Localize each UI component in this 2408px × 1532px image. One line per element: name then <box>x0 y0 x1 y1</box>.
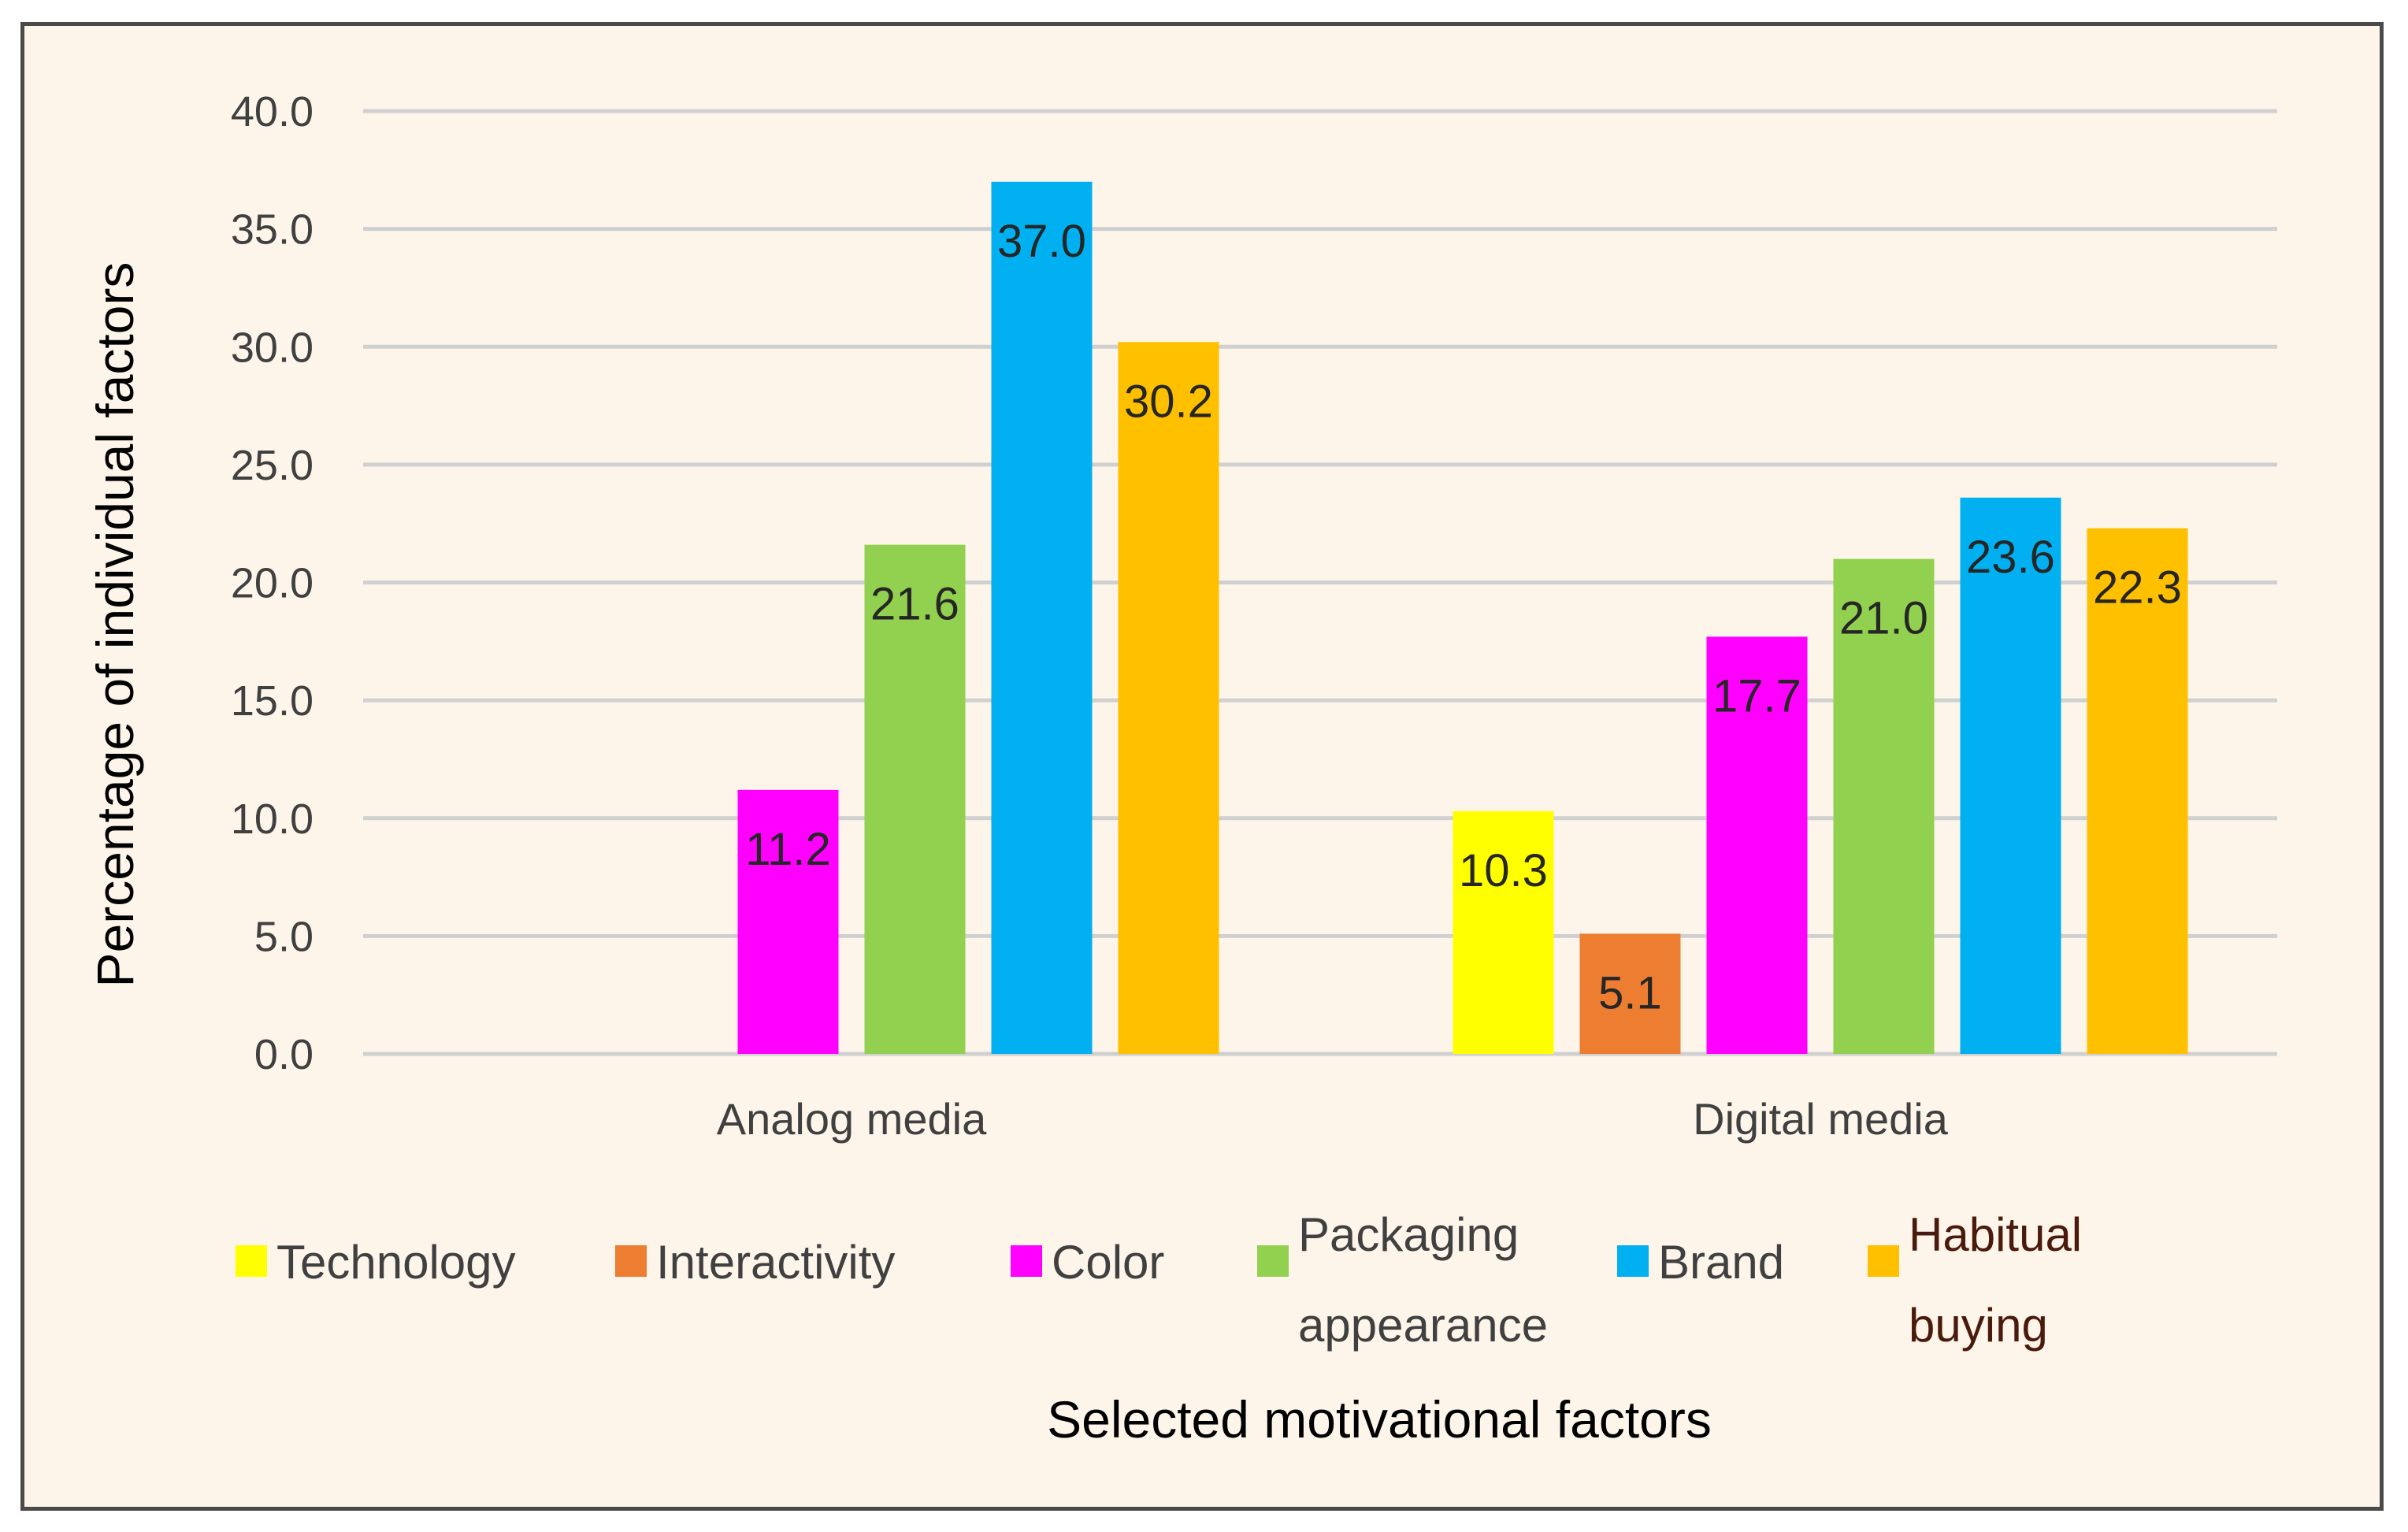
x-category-label: Digital media <box>1693 1094 1949 1144</box>
bar-analog-media-packaging-appearance <box>864 544 966 1054</box>
legend-label: Packaging <box>1298 1208 1519 1261</box>
legend-swatch <box>1257 1245 1289 1277</box>
data-label: 37.0 <box>997 216 1086 267</box>
data-label: 10.3 <box>1459 845 1548 896</box>
x-category-label: Analog media <box>717 1094 987 1144</box>
x-axis-title: Selected motivational factors <box>1047 1390 1712 1449</box>
x-axis-categories: Analog media Digital media <box>717 1094 1949 1144</box>
y-tick-label: 35.0 <box>231 206 314 254</box>
data-label: 21.6 <box>870 579 959 630</box>
legend-swatch <box>615 1245 647 1277</box>
y-tick-label: 5.0 <box>254 913 314 960</box>
y-tick-label: 40.0 <box>231 88 314 135</box>
bar-digital-media-color <box>1706 636 1808 1054</box>
data-label: 5.1 <box>1598 967 1662 1018</box>
legend-label: Habitual <box>1909 1208 2082 1261</box>
legend-label: appearance <box>1298 1299 1548 1352</box>
y-tick-label: 25.0 <box>231 442 314 489</box>
bar-digital-media-brand <box>1960 497 2061 1054</box>
y-tick-label: 0.0 <box>254 1031 314 1078</box>
y-tick-label: 15.0 <box>231 677 314 725</box>
bar-digital-media-packaging-appearance <box>1833 558 1935 1054</box>
data-label: 23.6 <box>1966 532 2055 583</box>
y-tick-label: 20.0 <box>231 560 314 607</box>
chart-frame: 11.2 21.6 37.0 30.2 10.3 5.1 17.7 21.0 23.6 22.3 … <box>20 22 2384 1511</box>
y-axis-ticks: 0.0 5.0 10.0 15.0 20.0 25.0 30.0 35.0 40.0 <box>231 88 314 1078</box>
legend-label: Technology <box>276 1236 516 1289</box>
bar-analog-media-brand <box>991 181 1093 1054</box>
y-tick-label: 10.0 <box>231 796 314 843</box>
legend-swatch <box>1011 1245 1042 1277</box>
legend-label: Interactivity <box>656 1236 895 1289</box>
gridlines <box>363 109 2277 1056</box>
legend-label: buying <box>1909 1299 2048 1352</box>
bar-analog-media-habitual-buying <box>1118 342 1219 1054</box>
legend: Technology Interactivity Color Packaging app… <box>236 1208 2082 1352</box>
legend-swatch <box>1617 1245 1649 1277</box>
data-label: 11.2 <box>745 824 831 875</box>
data-label: 21.0 <box>1839 593 1928 644</box>
legend-swatch <box>1868 1245 1899 1277</box>
bar-digital-media-technology <box>1453 811 1554 1054</box>
bar-digital-media-interactivity <box>1579 933 1681 1054</box>
legend-swatch <box>236 1245 267 1277</box>
y-tick-label: 30.0 <box>231 324 314 371</box>
bar-digital-media-habitual-buying <box>2087 528 2188 1054</box>
data-label: 30.2 <box>1124 376 1213 427</box>
data-label: 17.7 <box>1712 670 1801 721</box>
legend-label: Color <box>1052 1236 1164 1289</box>
data-labels: 11.2 21.6 37.0 30.2 10.3 5.1 17.7 21.0 23.6 22.3 <box>745 216 2182 1019</box>
legend-label: Brand <box>1658 1236 1784 1289</box>
data-label: 22.3 <box>2093 562 2182 614</box>
bars <box>737 181 2188 1054</box>
bar-chart: 11.221.637.030.210.35.117.721.023.622.3 … <box>86 88 2277 1449</box>
y-axis-title: Percentage of individual factors <box>86 262 144 988</box>
bar-analog-media-color <box>737 789 839 1054</box>
